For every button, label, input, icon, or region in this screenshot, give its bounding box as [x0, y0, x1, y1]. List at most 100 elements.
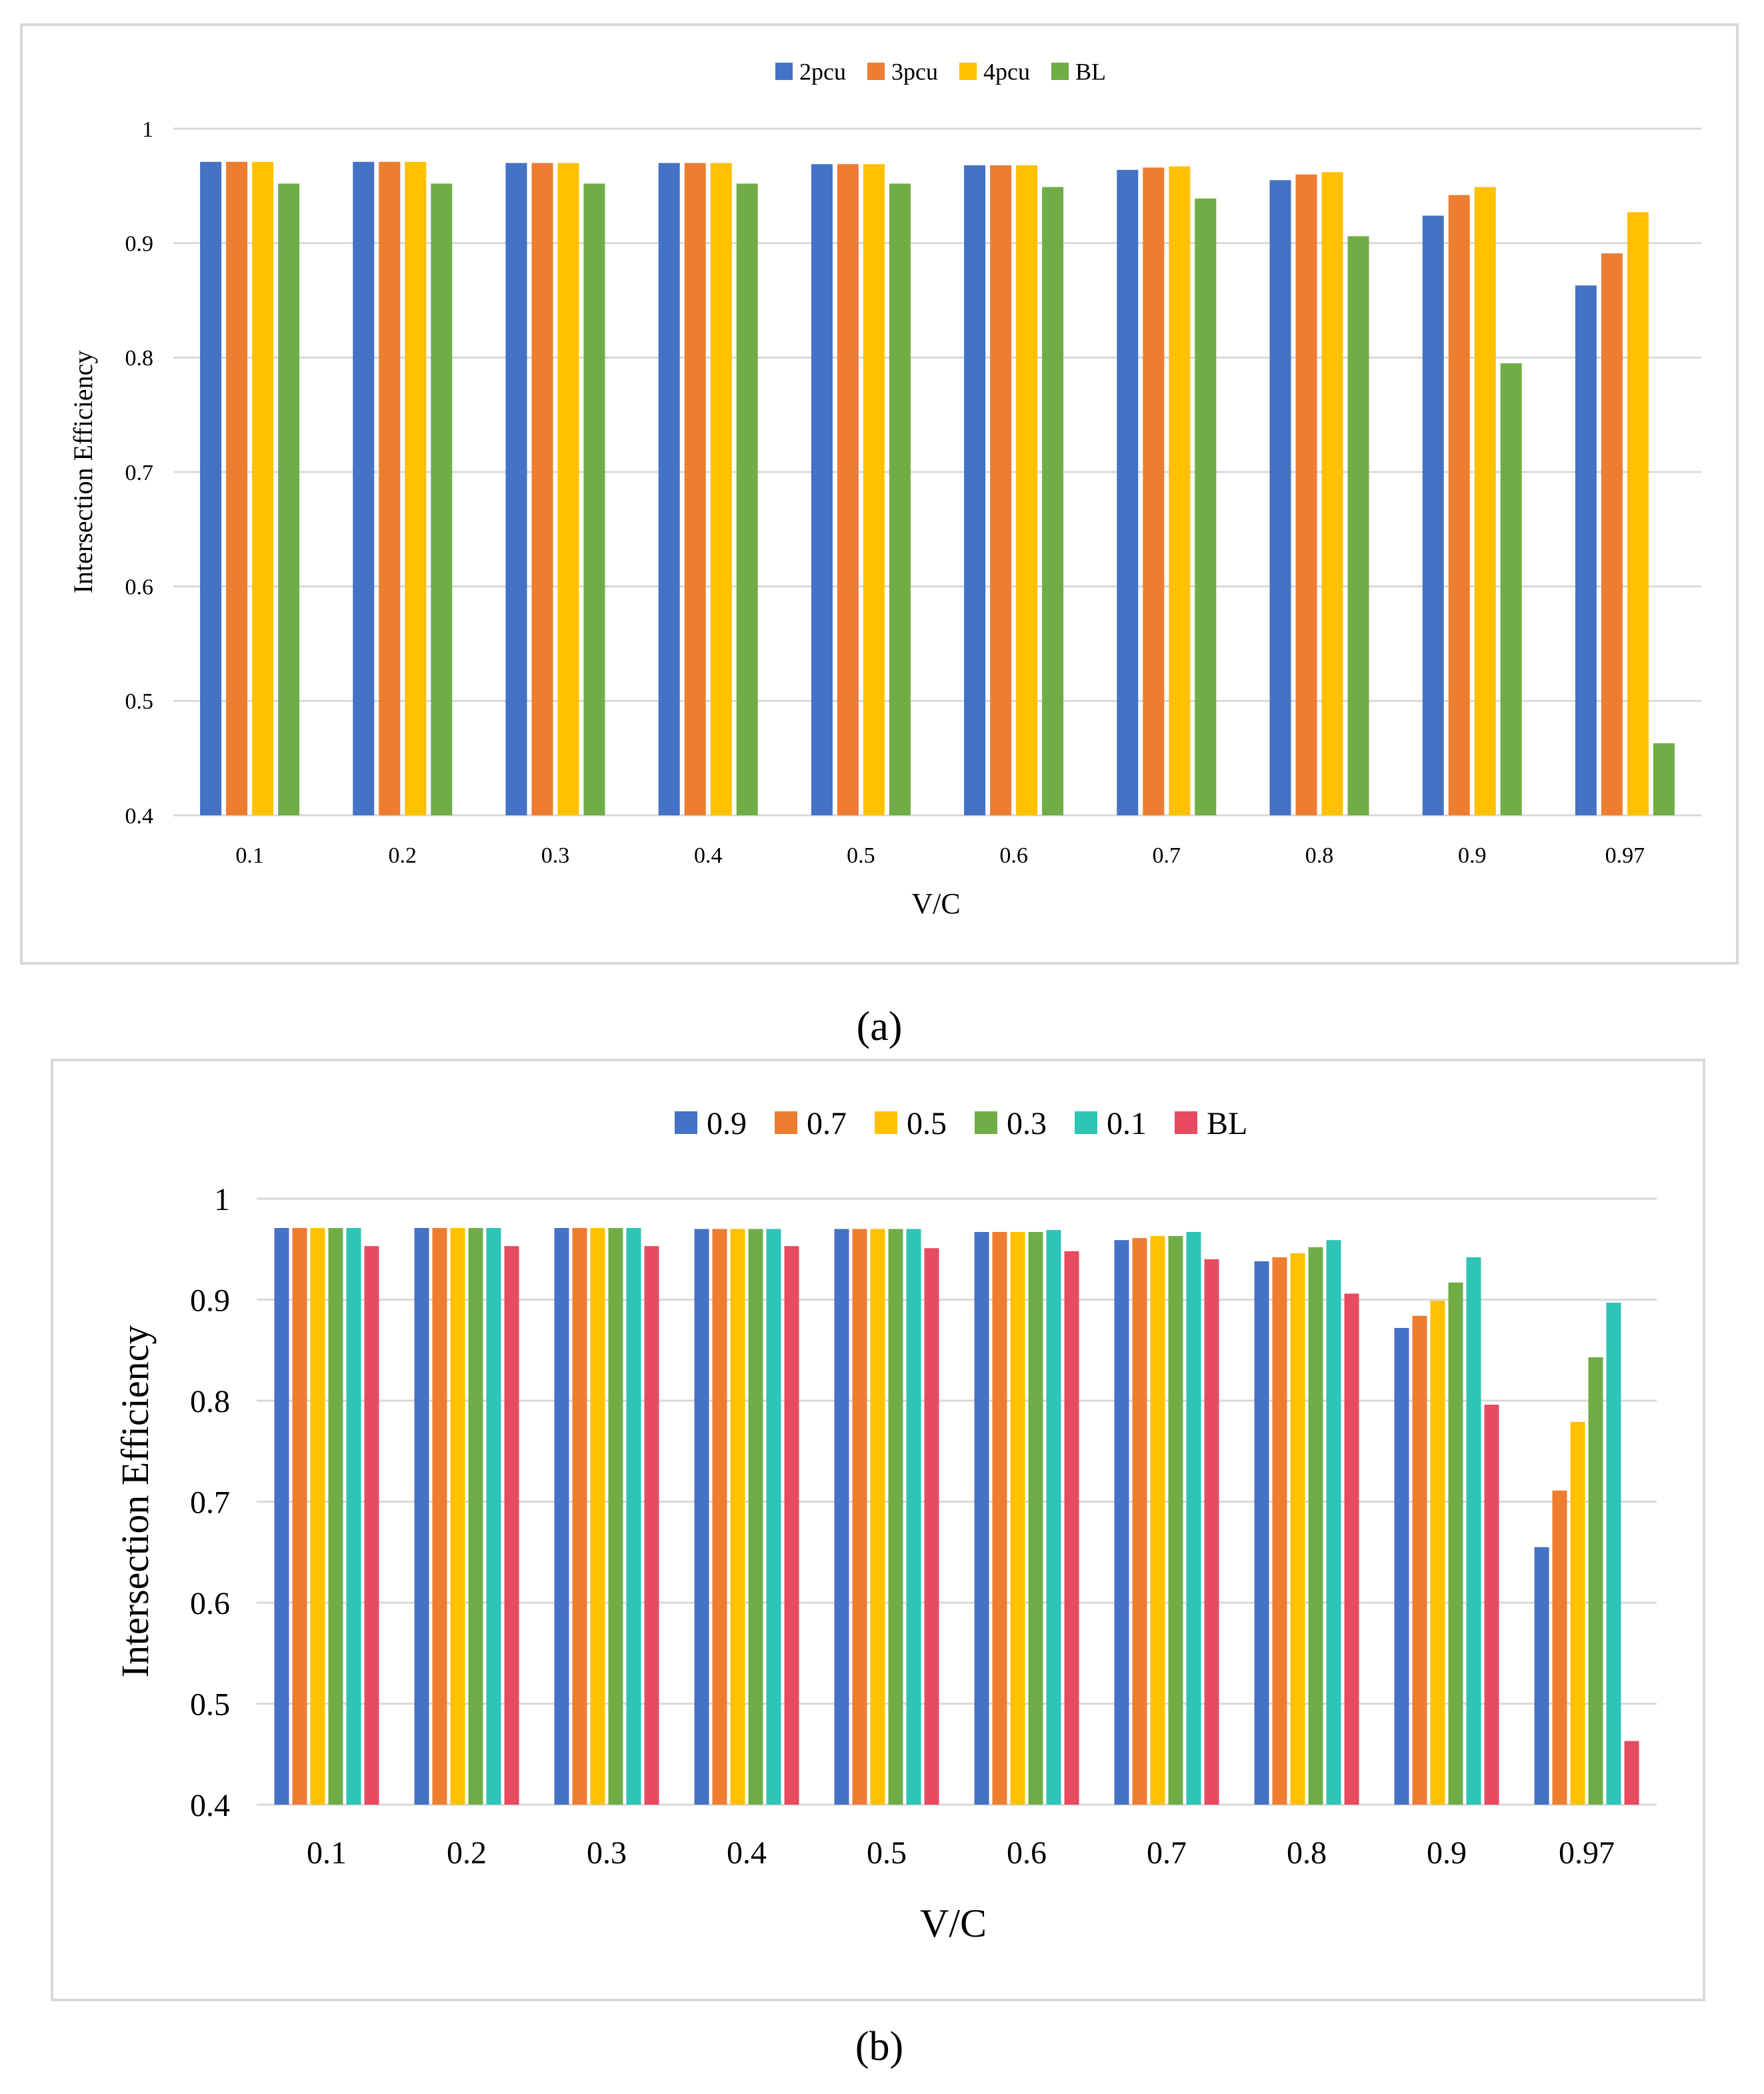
bar-BL-0_4	[784, 1246, 799, 1805]
legend-label: BL	[1075, 59, 1106, 85]
bar-4pcu-0_5	[863, 164, 885, 815]
legend-swatch	[675, 1111, 697, 1134]
bar-0_3-0_5	[888, 1229, 903, 1805]
bar-0_1-0_5	[906, 1229, 921, 1805]
panel-b-caption: (b)	[855, 2024, 903, 2069]
chart-a-y-ticks: 0.4 0.5 0.6 0.7 0.8 0.9 1	[125, 117, 154, 829]
bar-0_7-0_2	[432, 1227, 447, 1805]
bar-BL-0_1	[364, 1246, 379, 1805]
chart-b-bars	[274, 1227, 1639, 1805]
bar-BL-0_9	[1500, 363, 1522, 815]
legend-label: 0.1	[1107, 1106, 1147, 1141]
bar-0_7-0_5	[852, 1229, 867, 1805]
chart-b-y-ticks: 0.4 0.5 0.6 0.7 0.8 0.9 1	[190, 1182, 230, 1823]
bar-BL-0_8	[1347, 236, 1369, 815]
bar-BL-0_5	[889, 183, 911, 815]
y-tick-label: 0.7	[190, 1485, 230, 1520]
legend-label: 0.7	[807, 1106, 847, 1141]
bar-0_7-0_7	[1132, 1238, 1147, 1805]
bar-BL-0_9	[1484, 1405, 1499, 1805]
x-tick-label: 0.4	[694, 843, 723, 868]
legend-item: 0.9	[675, 1106, 747, 1141]
bar-BL-0_4	[736, 183, 758, 815]
bar-BL-0_7	[1204, 1259, 1219, 1805]
legend-item: BL	[1051, 59, 1106, 85]
bar-3pcu-0_7	[1143, 167, 1165, 815]
bar-2pcu-0_7	[1117, 169, 1139, 816]
x-tick-label: 0.8	[1305, 843, 1334, 868]
legend-item: 0.5	[875, 1106, 947, 1141]
legend-swatch	[875, 1111, 897, 1134]
legend-label: 0.5	[907, 1106, 947, 1141]
bar-BL-0_97	[1653, 743, 1675, 815]
chart-a-y-axis-label: Intersection Efficiency	[68, 351, 98, 594]
bar-BL-0_2	[504, 1246, 519, 1805]
legend-label: 0.3	[1007, 1106, 1047, 1141]
y-tick-label: 0.6	[125, 575, 154, 600]
bar-2pcu-0_97	[1575, 285, 1597, 815]
bar-0_7-0_9	[1412, 1315, 1427, 1805]
bar-4pcu-0_7	[1169, 166, 1191, 815]
bar-0_5-0_9	[1430, 1301, 1445, 1805]
chart-a-gridlines	[173, 127, 1701, 817]
bar-0_7-0_8	[1272, 1257, 1287, 1805]
x-tick-label: 0.5	[847, 843, 875, 868]
legend-swatch	[867, 63, 885, 80]
x-tick-label: 0.8	[1287, 1835, 1327, 1871]
chart-a-x-ticks: 0.1 0.2 0.3 0.4 0.5 0.6 0.7 0.8 0.9 0.97	[235, 843, 1645, 868]
bar-3pcu-0_5	[837, 164, 859, 815]
legend-swatch	[775, 1111, 797, 1134]
bar-2pcu-0_3	[505, 163, 527, 815]
bar-BL-0_3	[644, 1246, 659, 1805]
bar-BL-0_1	[278, 183, 300, 815]
bar-0_1-0_9	[1466, 1257, 1481, 1805]
bar-4pcu-0_6	[1016, 165, 1038, 815]
x-tick-label: 0.97	[1559, 1835, 1615, 1871]
bar-0_1-0_97	[1606, 1303, 1621, 1805]
bar-3pcu-0_4	[684, 163, 706, 815]
bar-0_5-0_3	[590, 1227, 605, 1805]
bar-2pcu-0_5	[811, 164, 833, 815]
bar-BL-0_8	[1344, 1293, 1359, 1805]
bar-2pcu-0_9	[1422, 215, 1444, 815]
bar-3pcu-0_97	[1601, 253, 1623, 815]
bar-0_7-0_3	[572, 1227, 587, 1805]
x-tick-label: 0.2	[389, 843, 417, 868]
bar-4pcu-0_1	[252, 161, 274, 816]
legend-swatch	[1051, 63, 1069, 80]
bar-0_1-0_1	[346, 1227, 361, 1805]
x-tick-label: 0.3	[541, 843, 570, 868]
bar-0_9-0_97	[1534, 1547, 1549, 1805]
panel-a-caption: (a)	[857, 1004, 903, 1049]
y-tick-label: 0.6	[190, 1586, 230, 1621]
bar-0_7-0_4	[712, 1229, 727, 1805]
bar-0_5-0_5	[870, 1229, 885, 1805]
legend-item: 4pcu	[959, 59, 1030, 85]
y-tick-label: 0.9	[190, 1283, 230, 1318]
bar-0_3-0_3	[608, 1227, 623, 1805]
legend-label: 0.9	[707, 1106, 747, 1141]
bar-0_9-0_6	[974, 1231, 989, 1805]
bar-BL-0_6	[1042, 187, 1064, 815]
bar-2pcu-0_2	[353, 161, 375, 816]
bar-0_5-0_4	[730, 1229, 745, 1805]
chart-a-bars	[200, 161, 1675, 816]
y-tick-label: 0.4	[190, 1788, 230, 1823]
bar-0_3-0_9	[1448, 1282, 1463, 1805]
bar-0_9-0_5	[834, 1229, 849, 1805]
bar-3pcu-0_6	[990, 165, 1012, 815]
bar-3pcu-0_9	[1448, 195, 1470, 816]
legend-item: 0.3	[975, 1106, 1047, 1141]
chart-b-x-axis-label: V/C	[920, 1901, 987, 1945]
legend-swatch	[975, 1111, 997, 1134]
bar-0_9-0_7	[1114, 1240, 1129, 1805]
bar-0_1-0_6	[1046, 1229, 1061, 1805]
x-tick-label: 0.97	[1605, 843, 1645, 868]
x-tick-label: 0.9	[1427, 1835, 1467, 1871]
chart-panel-b: 0.40.50.60.70.80.91 0.1 0.2 0.3 0.4 0.5 0.6 0.…	[51, 1059, 1705, 2001]
bar-0_1-0_2	[486, 1227, 501, 1805]
bar-0_3-0_7	[1168, 1236, 1183, 1805]
legend-swatch	[1175, 1111, 1197, 1134]
bar-BL-0_6	[1064, 1251, 1079, 1805]
bar-0_9-0_2	[414, 1227, 429, 1805]
